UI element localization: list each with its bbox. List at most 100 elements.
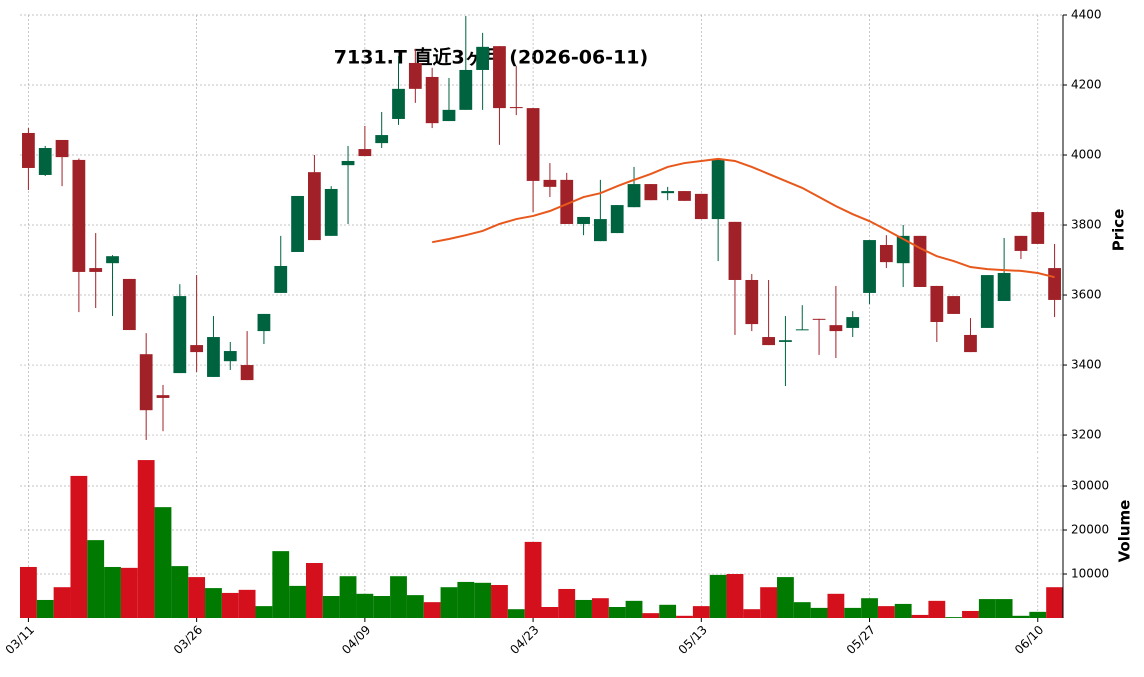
candle-body: [526, 108, 540, 181]
volume-bar: [541, 607, 559, 618]
candle-body: [930, 285, 944, 322]
candle-body: [610, 205, 624, 234]
candle-body: [223, 351, 237, 362]
volume-bar: [289, 585, 306, 618]
candle-body: [694, 193, 708, 220]
volume-bar: [188, 577, 206, 618]
candle-body: [1031, 212, 1045, 244]
y-tick-label: 3400: [1071, 358, 1102, 372]
candle-body: [106, 256, 119, 264]
y-tick-label: 3600: [1071, 288, 1102, 302]
candle-body: [593, 219, 607, 242]
x-tick-label: 05/13: [676, 623, 710, 657]
candle-body: [459, 69, 473, 110]
candle-body: [795, 329, 809, 331]
volume-bar: [894, 603, 912, 618]
volume-bar: [474, 582, 492, 618]
candle-body: [442, 109, 456, 122]
volume-bar: [70, 475, 88, 618]
candle-body: [863, 240, 876, 293]
volume-bar: [406, 595, 424, 618]
candle-body: [190, 345, 204, 353]
candle-body: [829, 325, 843, 332]
x-tick-label: 03/11: [3, 623, 37, 657]
volume-bar: [760, 587, 778, 618]
candle-body: [661, 191, 675, 194]
volume-bar: [205, 588, 222, 618]
volume-bar: [1029, 611, 1047, 618]
candle-body: [678, 191, 691, 201]
candle-body: [1014, 235, 1028, 251]
volume-bar: [1012, 615, 1030, 618]
candle-body: [375, 135, 389, 144]
volume-bar: [827, 593, 845, 618]
candle-body: [947, 296, 961, 314]
volume-bar: [221, 592, 239, 618]
volume-axis-label: Volume: [1116, 500, 1134, 563]
y-tick-label: 4400: [1071, 8, 1102, 22]
candle-body: [964, 334, 977, 353]
volume-bar: [20, 566, 37, 618]
candle-body: [156, 395, 170, 398]
candle-body: [207, 337, 220, 377]
candle-body: [89, 268, 103, 272]
candle-body: [627, 184, 641, 208]
volume-bar: [793, 602, 811, 618]
candle-body: [476, 46, 490, 70]
moving-average: [431, 157, 1055, 279]
candle-body: [980, 275, 994, 328]
candle-body: [274, 265, 288, 293]
candle-body: [493, 46, 506, 109]
candle-body: [745, 279, 759, 325]
candle-body: [291, 195, 304, 252]
volume-bar: [356, 593, 374, 618]
candle-body: [72, 159, 86, 272]
y-tick-label: 3800: [1071, 218, 1102, 232]
volume-bar: [53, 587, 71, 618]
volume-bar: [104, 566, 121, 618]
volume-bar: [625, 600, 643, 618]
volume-bar: [810, 607, 828, 618]
volume-bar: [491, 585, 508, 618]
candle-body: [560, 179, 574, 224]
volume-bar: [507, 609, 525, 618]
candle-body: [122, 278, 136, 331]
candle-body: [408, 62, 422, 89]
volume-bar: [575, 599, 592, 618]
volume-bar: [911, 614, 929, 618]
candle-body: [812, 318, 826, 320]
volume-bar: [322, 596, 340, 618]
candle-body: [846, 317, 860, 328]
volume-bar: [608, 607, 626, 618]
volume-bar: [1046, 587, 1063, 618]
candle-body: [997, 272, 1011, 301]
volume-bar: [642, 613, 660, 618]
volume-bar: [877, 606, 895, 618]
candle-body: [139, 354, 153, 411]
x-tick-label: 03/26: [171, 623, 205, 657]
volume-bar: [171, 566, 189, 618]
volume-bar: [390, 576, 407, 618]
x-tick-label: 04/09: [339, 623, 373, 657]
candle-body: [240, 365, 254, 381]
candle-body: [425, 76, 439, 124]
volume-bar: [457, 581, 475, 618]
volume-tick-label: 20000: [1071, 523, 1109, 537]
volume-bar: [995, 599, 1013, 618]
volume-bar: [36, 599, 54, 618]
volume-bar: [120, 567, 138, 618]
candle-body: [896, 235, 910, 264]
volume-bar: [373, 596, 391, 618]
volume-bar: [978, 599, 996, 618]
candle-body: [392, 88, 405, 119]
y-tick-label: 4000: [1071, 148, 1102, 162]
candle-body: [644, 184, 658, 201]
volume-bar: [255, 606, 273, 618]
candle-body: [1048, 268, 1061, 300]
candle-body: [728, 221, 742, 280]
candle-body: [762, 337, 775, 346]
candle-body: [577, 216, 590, 224]
volume-bar: [423, 602, 441, 618]
candle-body: [173, 296, 187, 374]
